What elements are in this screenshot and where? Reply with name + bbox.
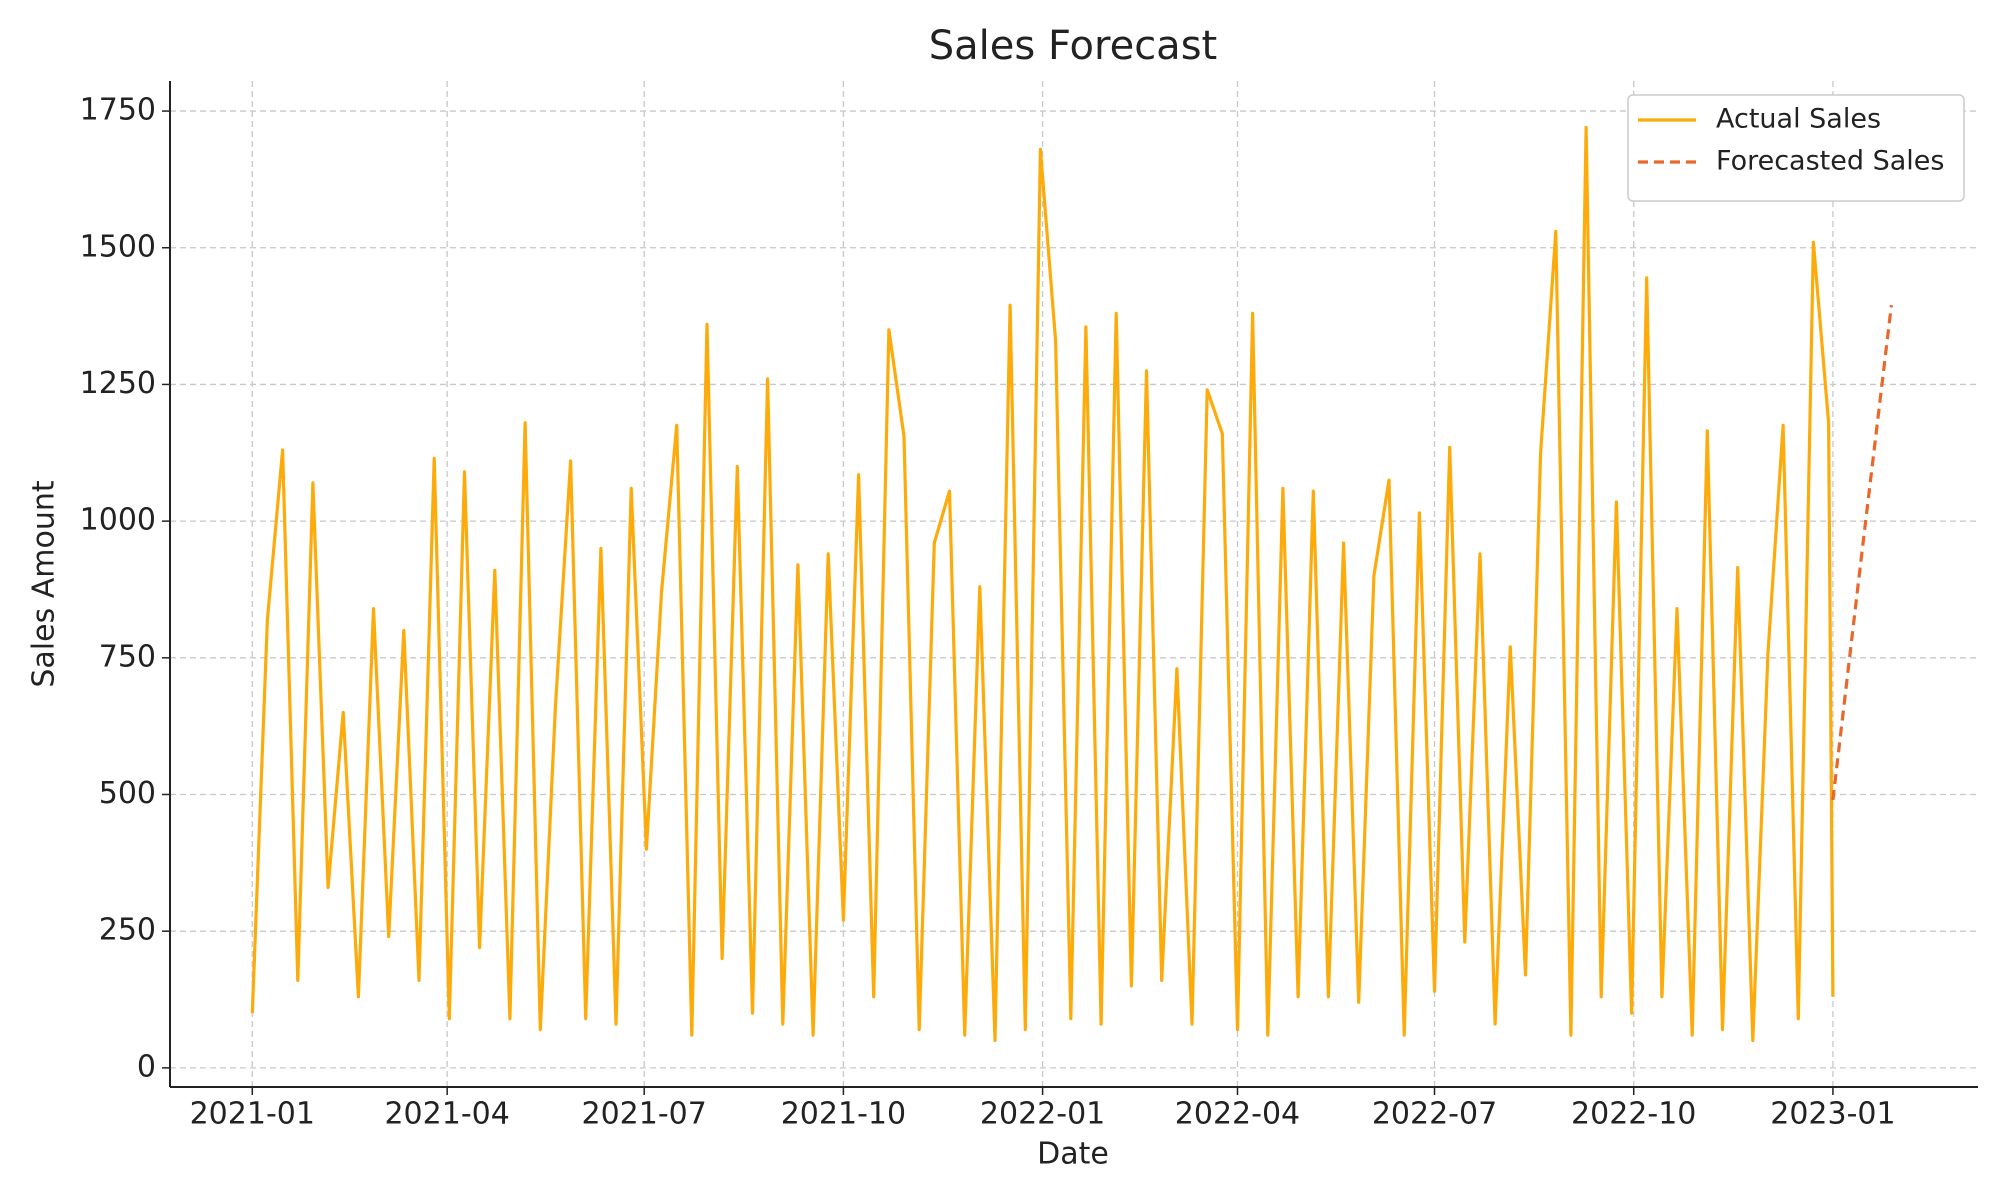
y-tick-label: 1000 (80, 503, 156, 538)
legend: Actual Sales Forecasted Sales (1627, 94, 1965, 202)
x-tick-label: 2022-01 (980, 1097, 1105, 1132)
x-tick-label: 2022-07 (1372, 1097, 1497, 1132)
x-tick-label: 2021-07 (582, 1097, 707, 1132)
x-axis-label: Date (1037, 1137, 1109, 1172)
y-axis-label: Sales Amount (27, 480, 62, 688)
x-tick-label: 2021-01 (190, 1097, 315, 1132)
y-tick-label: 250 (99, 913, 156, 948)
series-line (250, 125, 1835, 1043)
y-tick-label: 1250 (80, 366, 156, 401)
legend-label: Forecasted Sales (1716, 146, 1944, 177)
x-tick-label: 2021-10 (781, 1097, 906, 1132)
y-tick-label: 500 (99, 776, 156, 811)
x-tick-label: 2022-04 (1175, 1097, 1300, 1132)
series-line (1831, 305, 1893, 801)
y-tick-label: 750 (99, 639, 156, 674)
y-tick-label: 1750 (80, 93, 156, 128)
legend-label: Actual Sales (1716, 104, 1881, 135)
chart-title: Sales Forecast (929, 23, 1217, 69)
x-tick-label: 2021-04 (384, 1097, 509, 1132)
x-tick-label: 2023-01 (1770, 1097, 1895, 1132)
y-tick-label: 1500 (80, 229, 156, 264)
legend-box (1627, 94, 1965, 202)
x-tick-label: 2022-10 (1571, 1097, 1696, 1132)
y-tick-label: 0 (137, 1049, 156, 1084)
